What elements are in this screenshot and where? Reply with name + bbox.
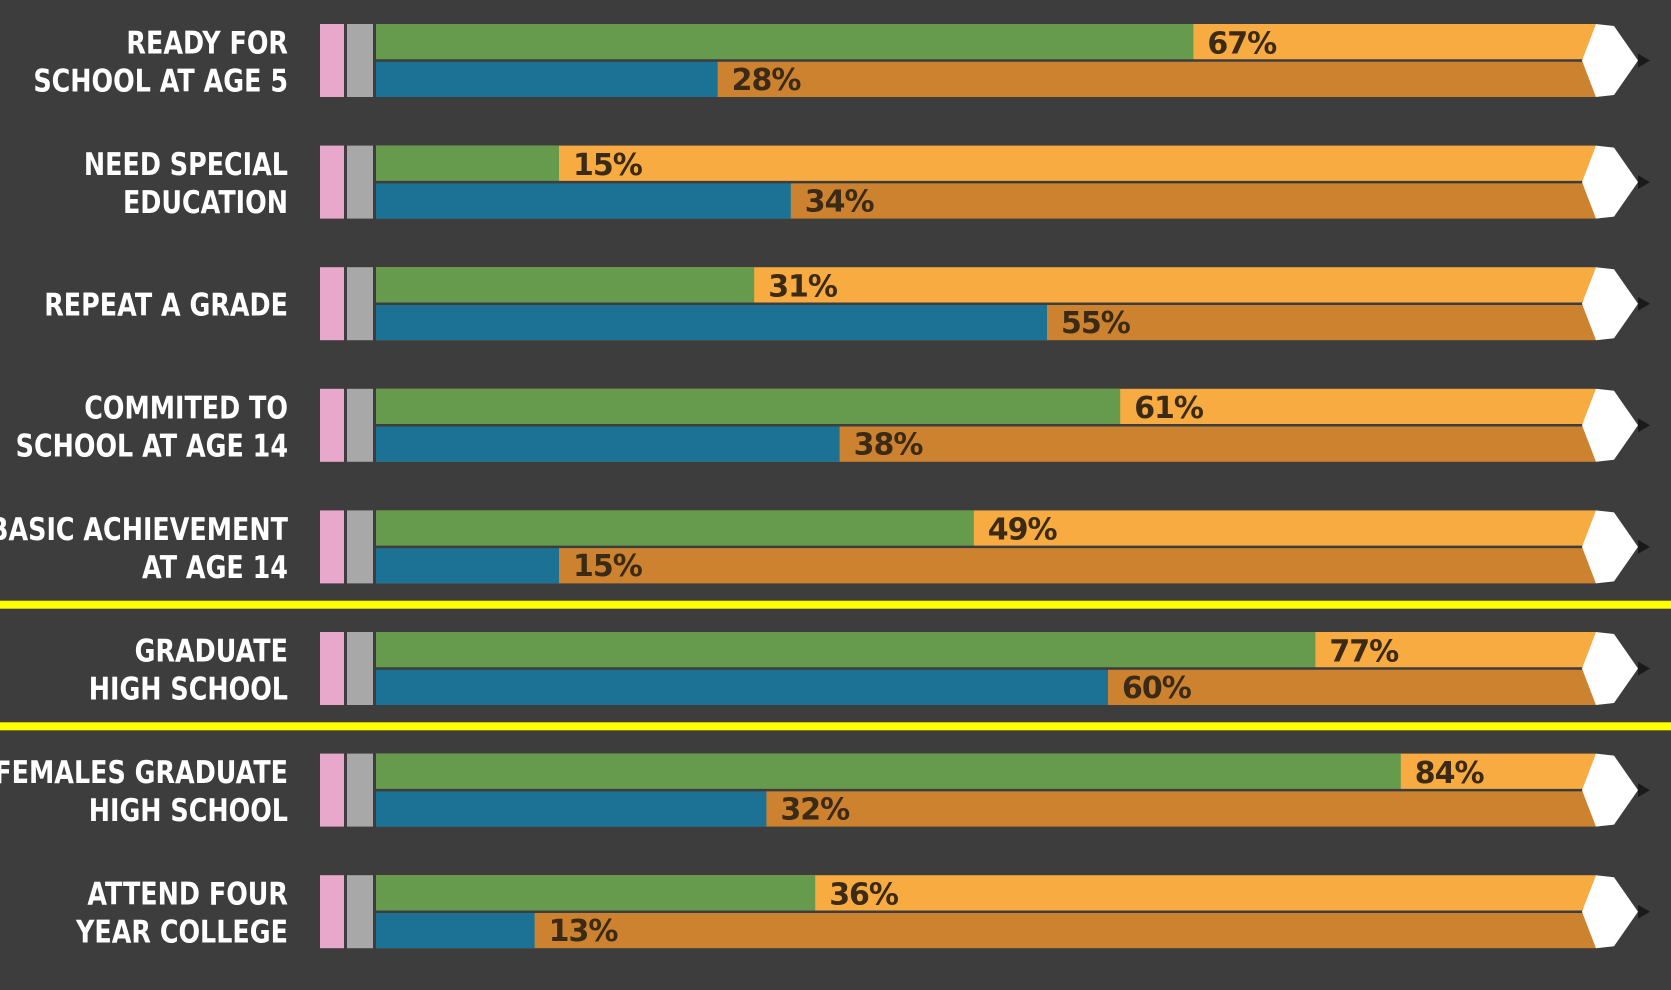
pencil-tip <box>1582 388 1638 462</box>
bar <box>376 632 1316 669</box>
pencil-ferrule <box>347 388 373 462</box>
pencil-lead <box>1638 539 1650 554</box>
group-divider <box>0 600 1671 609</box>
category-label: YEAR COLLEGE <box>75 914 288 950</box>
bar-track <box>376 546 1596 584</box>
pencil-tip <box>1582 632 1638 705</box>
pencil-tip <box>1582 875 1638 949</box>
data-label: 28% <box>732 63 802 98</box>
bar <box>376 753 1401 791</box>
pencil-tip <box>1582 510 1638 584</box>
bar <box>376 668 1108 705</box>
category-label: HIGH SCHOOL <box>89 793 288 829</box>
bar <box>376 875 816 912</box>
category-label: REPEAT A GRADE <box>44 287 288 323</box>
bar-track <box>376 911 1596 949</box>
pencil-eraser <box>320 632 344 705</box>
data-label: 15% <box>573 549 643 584</box>
category-label: ATTEND FOUR <box>87 876 288 912</box>
data-label: 60% <box>1122 671 1192 706</box>
bar <box>376 510 974 547</box>
bar <box>376 303 1047 341</box>
bar <box>376 24 1194 61</box>
bar <box>376 425 840 462</box>
data-label: 34% <box>805 184 875 219</box>
category-label: GRADUATE <box>135 633 288 669</box>
category-label: COMMITED TO <box>84 390 288 426</box>
pencil-lead <box>1638 783 1650 798</box>
category-label: FEMALES GRADUATE <box>0 755 288 791</box>
pencil-lead <box>1638 661 1650 676</box>
pencil-ferrule <box>347 145 373 219</box>
pencil-eraser <box>320 24 344 97</box>
data-label: 67% <box>1207 26 1277 61</box>
category-label: NEED SPECIAL <box>84 147 288 183</box>
bar <box>376 388 1121 426</box>
data-label: 84% <box>1415 756 1485 791</box>
pencil-ferrule <box>347 875 373 949</box>
pencil-eraser <box>320 753 344 827</box>
pencil-ferrule <box>347 24 373 97</box>
category-label: READY FOR <box>126 25 288 61</box>
pencil-ferrule <box>347 753 373 827</box>
data-label: 32% <box>780 792 850 827</box>
category-label: SCHOOL AT AGE 14 <box>16 428 288 464</box>
pencil-lead <box>1638 175 1650 190</box>
pencil-ferrule <box>347 267 373 341</box>
category-label: AT AGE 14 <box>142 549 288 585</box>
bar <box>376 145 559 183</box>
data-label: 55% <box>1061 306 1131 341</box>
pencil-lead <box>1638 296 1650 311</box>
data-label: 31% <box>768 269 838 304</box>
group-divider <box>0 722 1671 731</box>
data-label: 49% <box>988 513 1058 548</box>
category-label: SCHOOL AT AGE 5 <box>33 63 288 99</box>
bar <box>376 790 767 827</box>
pencil-tip <box>1582 24 1638 97</box>
pencil-ferrule <box>347 632 373 705</box>
pencil-tip <box>1582 145 1638 219</box>
pencil-eraser <box>320 510 344 584</box>
pencil-eraser <box>320 875 344 949</box>
data-label: 38% <box>854 428 924 463</box>
pencil-tip <box>1582 267 1638 341</box>
bar <box>376 267 755 304</box>
pencil-ferrule <box>347 510 373 584</box>
pencil-eraser <box>320 145 344 219</box>
data-label: 15% <box>573 148 643 183</box>
data-label: 36% <box>829 877 899 912</box>
pencil-lead <box>1638 418 1650 433</box>
pencil-eraser <box>320 267 344 341</box>
category-label: EDUCATION <box>123 185 288 221</box>
bar <box>376 182 791 219</box>
pencil-lead <box>1638 53 1650 68</box>
pencil-eraser <box>320 388 344 462</box>
pencil-tip <box>1582 753 1638 827</box>
category-label: HIGH SCHOOL <box>89 671 288 707</box>
pencil-lead <box>1638 904 1650 919</box>
bar-track <box>376 145 1596 183</box>
bar <box>376 546 559 584</box>
data-label: 77% <box>1329 634 1399 669</box>
data-label: 13% <box>549 914 619 949</box>
data-label: 61% <box>1134 391 1204 426</box>
category-label: BASIC ACHIEVEMENT <box>0 511 289 547</box>
bar <box>376 911 535 949</box>
bar <box>376 60 718 97</box>
